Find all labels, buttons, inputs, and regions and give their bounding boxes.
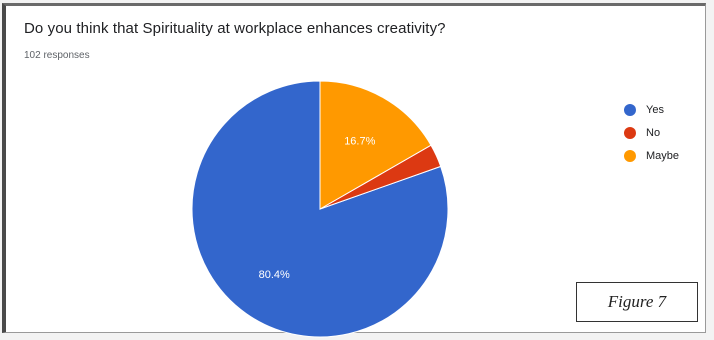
chart-title: Do you think that Spirituality at workpl… <box>24 20 446 37</box>
legend-item-maybe[interactable]: Maybe <box>624 144 679 167</box>
legend-label-no: No <box>646 126 661 139</box>
legend-item-yes[interactable]: Yes <box>624 98 679 121</box>
legend-swatch-yes <box>624 103 636 116</box>
figure-label: Figure 7 <box>576 282 698 322</box>
legend-swatch-no <box>624 126 636 139</box>
pie-slice-labels: 80.4% 16.7% <box>259 135 376 280</box>
pie-slice-maybe[interactable] <box>319 80 432 210</box>
legend-swatch-maybe <box>624 149 636 162</box>
slice-label-yes: 80.4% <box>259 269 290 281</box>
legend-label-maybe: Maybe <box>646 149 680 162</box>
legend: Yes No Maybe <box>624 98 679 167</box>
legend-item-no[interactable]: No <box>624 121 679 144</box>
pie-slices <box>191 80 449 338</box>
response-count: 102 responses <box>24 50 90 61</box>
slice-label-maybe: 16.7% <box>344 135 375 147</box>
legend-label-yes: Yes <box>646 103 664 116</box>
